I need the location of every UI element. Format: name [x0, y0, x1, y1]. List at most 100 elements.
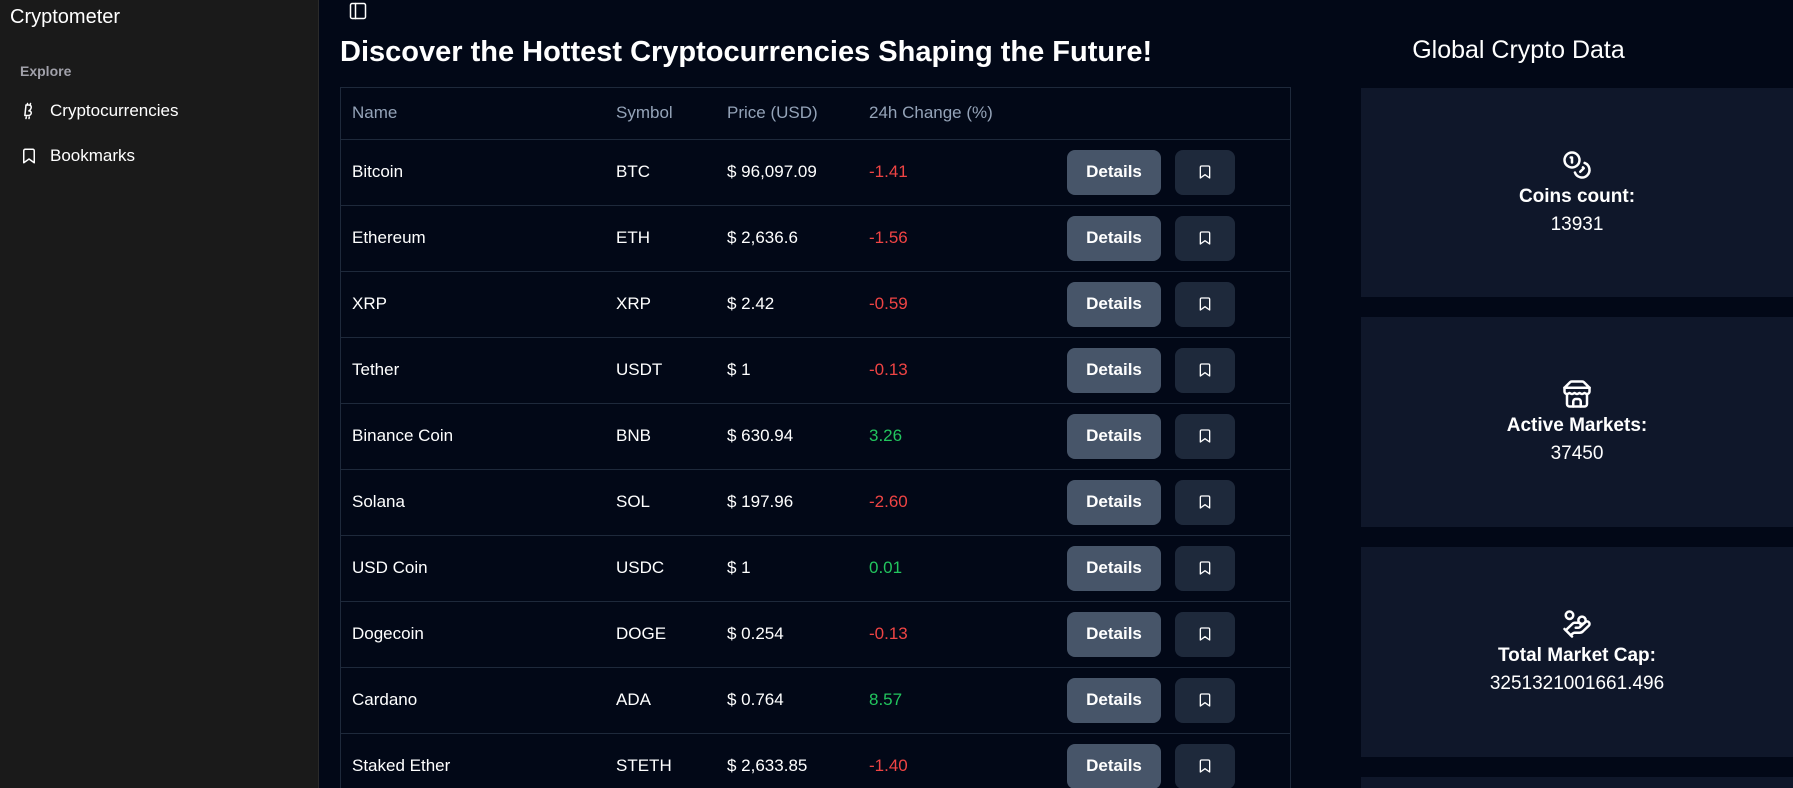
bookmark-button[interactable]	[1175, 677, 1235, 723]
cell-actions: Details	[1046, 535, 1290, 602]
cell-symbol: DOGE	[605, 601, 716, 668]
details-button[interactable]: Details	[1067, 743, 1161, 788]
store-icon	[1563, 380, 1591, 408]
cell-price: $ 96,097.09	[716, 139, 858, 206]
cell-symbol: BNB	[605, 403, 716, 470]
cell-name: Solana	[341, 469, 605, 536]
column-header-name: Name	[341, 88, 605, 140]
table-row: XRP XRP $ 2.42 -0.59 Details	[341, 271, 1290, 338]
cell-symbol: SOL	[605, 469, 716, 536]
bookmark-icon	[1199, 297, 1211, 311]
details-button[interactable]: Details	[1067, 347, 1161, 393]
cell-symbol: ADA	[605, 667, 716, 734]
details-button[interactable]: Details	[1067, 215, 1161, 261]
cell-actions: Details	[1046, 667, 1290, 734]
bookmark-icon	[1199, 429, 1211, 443]
bookmark-button[interactable]	[1175, 413, 1235, 459]
cell-symbol: USDC	[605, 535, 716, 602]
cell-name: Binance Coin	[341, 403, 605, 470]
cell-name: XRP	[341, 271, 605, 338]
hand-coins-icon	[1563, 610, 1591, 638]
bookmark-icon	[1199, 231, 1211, 245]
cell-actions: Details	[1046, 403, 1290, 470]
sidebar-item-label: Cryptocurrencies	[50, 101, 179, 120]
stat-label: Active Markets:	[1506, 415, 1648, 436]
cell-change: 8.57	[858, 667, 1046, 734]
column-header-price: Price (USD)	[716, 88, 858, 140]
sidebar-item-cryptocurrencies[interactable]: Cryptocurrencies	[20, 101, 179, 121]
cell-change: -1.40	[858, 733, 1046, 788]
table-row: Binance Coin BNB $ 630.94 3.26 Details	[341, 403, 1290, 470]
sidebar-section-label: Explore	[20, 63, 72, 79]
details-button[interactable]: Details	[1067, 545, 1161, 591]
sidebar-toggle-icon[interactable]	[348, 1, 368, 21]
cell-actions: Details	[1046, 271, 1290, 338]
bookmark-button[interactable]	[1175, 545, 1235, 591]
bookmark-icon	[1199, 627, 1211, 641]
cell-name: USD Coin	[341, 535, 605, 602]
global-data-title: Global Crypto Data	[1412, 36, 1625, 64]
bookmark-icon	[1199, 561, 1211, 575]
cell-price: $ 0.254	[716, 601, 858, 668]
details-button[interactable]: Details	[1067, 611, 1161, 657]
bookmark-button[interactable]	[1175, 281, 1235, 327]
cell-change: -2.60	[858, 469, 1046, 536]
details-button[interactable]: Details	[1067, 149, 1161, 195]
cell-name: Bitcoin	[341, 139, 605, 206]
cell-symbol: STETH	[605, 733, 716, 788]
details-button[interactable]: Details	[1067, 413, 1161, 459]
stat-value: 37450	[1550, 443, 1604, 464]
cell-name: Staked Ether	[341, 733, 605, 788]
cell-actions: Details	[1046, 601, 1290, 668]
cell-price: $ 630.94	[716, 403, 858, 470]
table-row: Bitcoin BTC $ 96,097.09 -1.41 Details	[341, 139, 1290, 206]
cell-price: $ 2,633.85	[716, 733, 858, 788]
cell-name: Dogecoin	[341, 601, 605, 668]
stat-card-coins-count: Coins count: 13931	[1361, 88, 1793, 297]
bookmark-icon	[1199, 759, 1211, 773]
details-button[interactable]: Details	[1067, 479, 1161, 525]
bookmark-icon	[1199, 363, 1211, 377]
bookmark-icon	[23, 148, 35, 164]
table-row: Ethereum ETH $ 2,636.6 -1.56 Details	[341, 205, 1290, 272]
table-row: Tether USDT $ 1 -0.13 Details	[341, 337, 1290, 404]
cell-change: -0.13	[858, 601, 1046, 668]
cell-actions: Details	[1046, 337, 1290, 404]
crypto-table: Name Symbol Price (USD) 24h Change (%) B…	[340, 87, 1291, 788]
cell-price: $ 0.764	[716, 667, 858, 734]
coins-icon	[1563, 150, 1591, 179]
bookmark-button[interactable]	[1175, 479, 1235, 525]
table-header-row: Name Symbol Price (USD) 24h Change (%)	[341, 88, 1290, 140]
table-row: Cardano ADA $ 0.764 8.57 Details	[341, 667, 1290, 734]
cell-actions: Details	[1046, 139, 1290, 206]
table-row: Solana SOL $ 197.96 -2.60 Details	[341, 469, 1290, 536]
column-header-actions	[1046, 88, 1290, 140]
details-button[interactable]: Details	[1067, 677, 1161, 723]
cell-change: -1.56	[858, 205, 1046, 272]
cell-symbol: ETH	[605, 205, 716, 272]
bookmark-button[interactable]	[1175, 347, 1235, 393]
cell-price: $ 197.96	[716, 469, 858, 536]
sidebar-item-bookmarks[interactable]: Bookmarks	[20, 146, 135, 166]
column-header-symbol: Symbol	[605, 88, 716, 140]
bitcoin-icon	[24, 102, 32, 120]
cell-change: -1.41	[858, 139, 1046, 206]
cell-change: 3.26	[858, 403, 1046, 470]
table-row: Dogecoin DOGE $ 0.254 -0.13 Details	[341, 601, 1290, 668]
bookmark-button[interactable]	[1175, 149, 1235, 195]
stat-card-active-markets: Active Markets: 37450	[1361, 317, 1793, 527]
bookmark-button[interactable]	[1175, 743, 1235, 788]
cell-price: $ 2,636.6	[716, 205, 858, 272]
bookmark-button[interactable]	[1175, 215, 1235, 261]
sidebar-item-label: Bookmarks	[50, 146, 136, 165]
cell-change: -0.59	[858, 271, 1046, 338]
table-row: USD Coin USDC $ 1 0.01 Details	[341, 535, 1290, 602]
cell-name: Tether	[341, 337, 605, 404]
details-button[interactable]: Details	[1067, 281, 1161, 327]
bookmark-icon	[1199, 165, 1211, 179]
cell-price: $ 2.42	[716, 271, 858, 338]
bookmark-button[interactable]	[1175, 611, 1235, 657]
cell-symbol: BTC	[605, 139, 716, 206]
cell-change: 0.01	[858, 535, 1046, 602]
stat-card-partial	[1361, 777, 1793, 788]
